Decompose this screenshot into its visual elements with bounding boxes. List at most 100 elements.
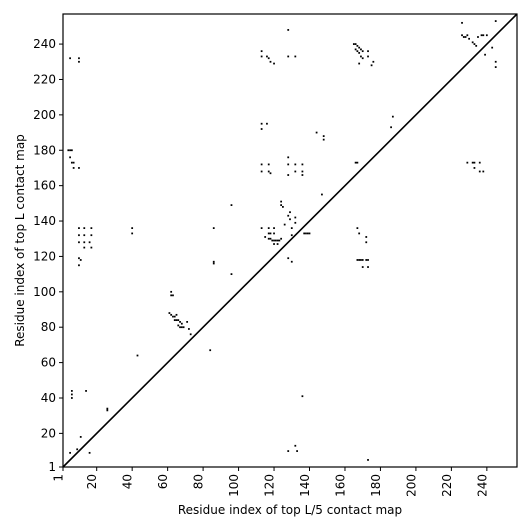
x-tick-label: 40 [121, 474, 135, 489]
y-tick-label: 20 [41, 426, 56, 440]
contact-mark-upper [365, 241, 368, 244]
x-tick-label: 220 [440, 474, 454, 497]
contact-mark-upper [287, 163, 290, 166]
contact-mark-upper [269, 237, 272, 240]
contact-mark-upper [360, 55, 362, 58]
contact-mark-lower [209, 349, 212, 352]
x-tick-label: 200 [404, 474, 418, 497]
contact-mark-lower [180, 326, 183, 329]
contact-mark-upper [461, 21, 463, 24]
y-tick-label: 140 [33, 214, 56, 228]
contact-mark-upper [322, 138, 325, 141]
x-tick-label: 240 [475, 474, 489, 497]
contact-mark-upper [212, 227, 215, 229]
contact-mark-lower [177, 324, 180, 327]
contact-mark-upper [473, 161, 476, 164]
contact-mark-upper [358, 46, 361, 49]
contact-mark-upper [354, 48, 357, 51]
contact-mark-upper [273, 243, 275, 245]
contact-mark-upper [471, 41, 474, 44]
contact-mark-lower [177, 319, 180, 322]
contact-mark-upper [315, 131, 318, 134]
contact-mark-upper [390, 126, 392, 129]
contact-mark-upper [301, 163, 304, 166]
contact-mark-upper [78, 227, 80, 229]
contact-mark-upper [287, 29, 290, 31]
contact-mark-upper [484, 53, 486, 56]
contact-mark-lower [88, 451, 91, 454]
contact-mark-upper [294, 221, 297, 224]
contact-mark-upper [480, 34, 483, 37]
contact-mark-upper [276, 243, 279, 245]
y-tick-label: 80 [41, 320, 56, 334]
contact-mark-upper [478, 170, 481, 173]
contact-mark-lower [296, 450, 298, 452]
x-tick-label: 100 [227, 474, 241, 497]
contact-mark-lower [175, 319, 178, 322]
contact-mark-upper [79, 259, 82, 261]
contact-mark-upper [90, 227, 93, 229]
contact-mark-lower [301, 395, 304, 398]
contact-mark-lower [180, 322, 183, 325]
contact-mark-upper [356, 44, 359, 47]
contact-mark-upper [289, 211, 291, 214]
contact-mark-upper [294, 216, 297, 219]
contact-mark-upper [485, 34, 488, 37]
contact-mark-lower [367, 459, 369, 461]
contact-mark-upper [303, 232, 306, 235]
contact-mark-upper [72, 161, 75, 164]
contact-mark-upper [358, 259, 361, 261]
contact-mark-upper [78, 257, 80, 260]
contact-mark-upper [287, 174, 290, 176]
contact-mark-upper [358, 52, 361, 54]
contact-mark-upper [494, 60, 497, 63]
contact-mark-upper [466, 161, 469, 164]
contact-mark-upper [83, 241, 86, 244]
contact-mark-upper [273, 62, 275, 65]
contact-mark-lower [106, 407, 109, 410]
contact-mark-upper [283, 223, 286, 226]
contact-mark-upper [69, 156, 71, 159]
contact-mark-upper [269, 232, 272, 235]
contact-mark-upper [273, 239, 275, 242]
y-tick-label: 180 [33, 143, 56, 157]
contact-mark-upper [290, 234, 293, 237]
x-tick-label: 160 [333, 474, 347, 497]
contact-mark-upper [352, 43, 355, 45]
contact-mark-upper [473, 167, 476, 169]
contact-mark-upper [287, 156, 290, 159]
x-tick-label: 1 [52, 474, 66, 482]
contact-mark-upper [473, 43, 476, 45]
contact-mark-upper [367, 259, 369, 261]
y-tick-label: 160 [33, 179, 56, 193]
contact-mark-upper [322, 135, 325, 137]
contact-mark-upper [356, 259, 359, 261]
contact-mark-upper [360, 48, 362, 51]
contact-mark-upper [78, 264, 80, 267]
contact-mark-upper [260, 163, 263, 166]
contact-mark-lower [294, 444, 297, 447]
contact-mark-upper [290, 260, 293, 263]
diagonal-line [62, 13, 518, 468]
contact-mark-lower [85, 390, 87, 392]
contact-mark-upper [267, 227, 270, 229]
contact-mark-upper [321, 193, 323, 196]
contact-mark-upper [67, 149, 70, 152]
y-tick-label: 100 [33, 285, 56, 299]
contact-mark-upper [289, 218, 291, 221]
contact-mark-upper [367, 55, 369, 58]
upper-triangle-contacts [67, 20, 497, 276]
contact-mark-upper [70, 149, 73, 152]
contact-mark-upper [287, 55, 290, 58]
contact-mark-upper [365, 259, 368, 261]
contact-mark-lower [173, 319, 176, 322]
y-tick-label: 60 [41, 356, 56, 370]
contact-mark-upper [356, 50, 359, 53]
contact-mark-upper [360, 259, 362, 261]
contact-mark-upper [471, 161, 474, 164]
y-axis-label: Residue index of top L contact map [13, 134, 27, 347]
plot-frame [62, 13, 518, 468]
contact-mark-upper [491, 46, 494, 49]
contact-mark-upper [83, 234, 86, 237]
